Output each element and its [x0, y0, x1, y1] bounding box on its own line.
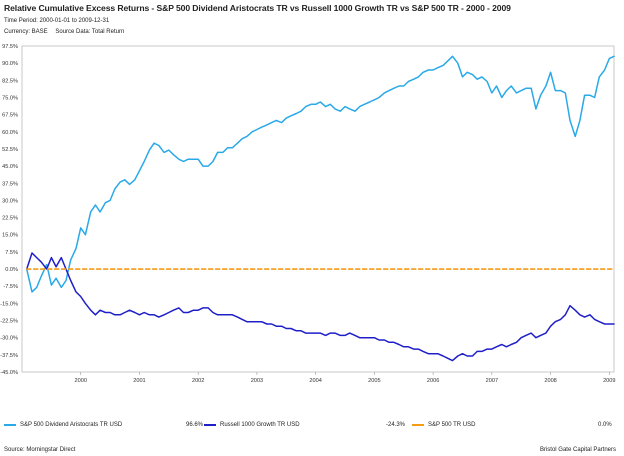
y-tick-label: 75.0% — [2, 95, 18, 101]
y-tick-label: -22.5% — [0, 319, 18, 325]
y-tick-label: -45.0% — [0, 370, 18, 376]
x-tick-label: 2005 — [368, 378, 380, 384]
line-chart: 97.5% 90.0% 82.5% 75.0% 67.5% 60.0% 52.5% 45.0%… — [0, 44, 615, 384]
series-line-0 — [25, 55, 615, 293]
legend-swatch-sp500 — [412, 424, 424, 426]
currency-label: Currency: BASE — [4, 29, 48, 35]
plot-frame — [21, 45, 615, 373]
y-tick-label: 37.5% — [2, 181, 18, 187]
y-tick-label: 30.0% — [2, 198, 18, 204]
y-tick-label: 90.0% — [2, 61, 18, 67]
x-tick-label: 2009 — [603, 378, 615, 384]
legend-value-aristocrats: 96.6% — [186, 422, 204, 428]
x-tick-label: 2001 — [133, 378, 145, 384]
legend-value-sp500: 0.0% — [598, 422, 612, 428]
x-tick-label: 2004 — [309, 378, 321, 384]
chart-title: Relative Cumulative Excess Returns - S&P… — [4, 3, 511, 13]
firm-name: Bristol Gate Capital Partners — [539, 447, 616, 453]
y-tick-label: 82.5% — [2, 78, 18, 84]
x-tick-label: 2003 — [251, 378, 263, 384]
x-tick-label: 2008 — [544, 378, 556, 384]
y-tick-label: -30.0% — [0, 336, 18, 342]
legend-label-russell: Russell 1000 Growth TR USD — [220, 422, 300, 428]
source-note: Source: Morningstar Direct — [4, 447, 76, 453]
legend-label-sp500: S&P 500 TR USD — [428, 422, 476, 428]
y-tick-label: 45.0% — [2, 164, 18, 170]
y-tick-label: 97.5% — [2, 44, 18, 50]
y-tick-label: 52.5% — [2, 147, 18, 153]
y-tick-label: 7.5% — [5, 250, 18, 256]
source-data-label: Source Data: Total Return — [55, 29, 125, 35]
time-period: Time Period: 2000-01-01 to 2009-12-31 — [4, 18, 110, 24]
legend-swatch-russell — [204, 424, 216, 426]
x-tick-label: 2007 — [486, 378, 498, 384]
x-tick-label: 2000 — [75, 378, 87, 384]
y-tick-label: 0.0% — [5, 267, 18, 273]
legend-item-sp500: S&P 500 TR USD — [412, 422, 475, 428]
chart-meta: Currency: BASE Source Data: Total Return — [4, 29, 124, 35]
y-tick-label: 67.5% — [2, 113, 18, 119]
legend-label-aristocrats: S&P 500 Dividend Aristocrats TR USD — [20, 422, 123, 428]
legend-item-aristocrats: S&P 500 Dividend Aristocrats TR USD — [4, 422, 122, 428]
legend-swatch-aristocrats — [4, 424, 16, 426]
y-tick-label: -37.5% — [0, 353, 18, 359]
x-tick-label: 2002 — [192, 378, 204, 384]
y-tick-label: 22.5% — [2, 216, 18, 222]
x-tick-label: 2006 — [427, 378, 439, 384]
legend-value-russell: -24.3% — [386, 422, 406, 428]
y-tick-label: 15.0% — [2, 233, 18, 239]
series-line-1 — [25, 252, 615, 362]
y-tick-label: -7.5% — [3, 284, 18, 290]
legend-item-russell: Russell 1000 Growth TR USD — [204, 422, 300, 428]
y-tick-label: -15.0% — [0, 301, 18, 307]
y-tick-label: 60.0% — [2, 130, 18, 136]
